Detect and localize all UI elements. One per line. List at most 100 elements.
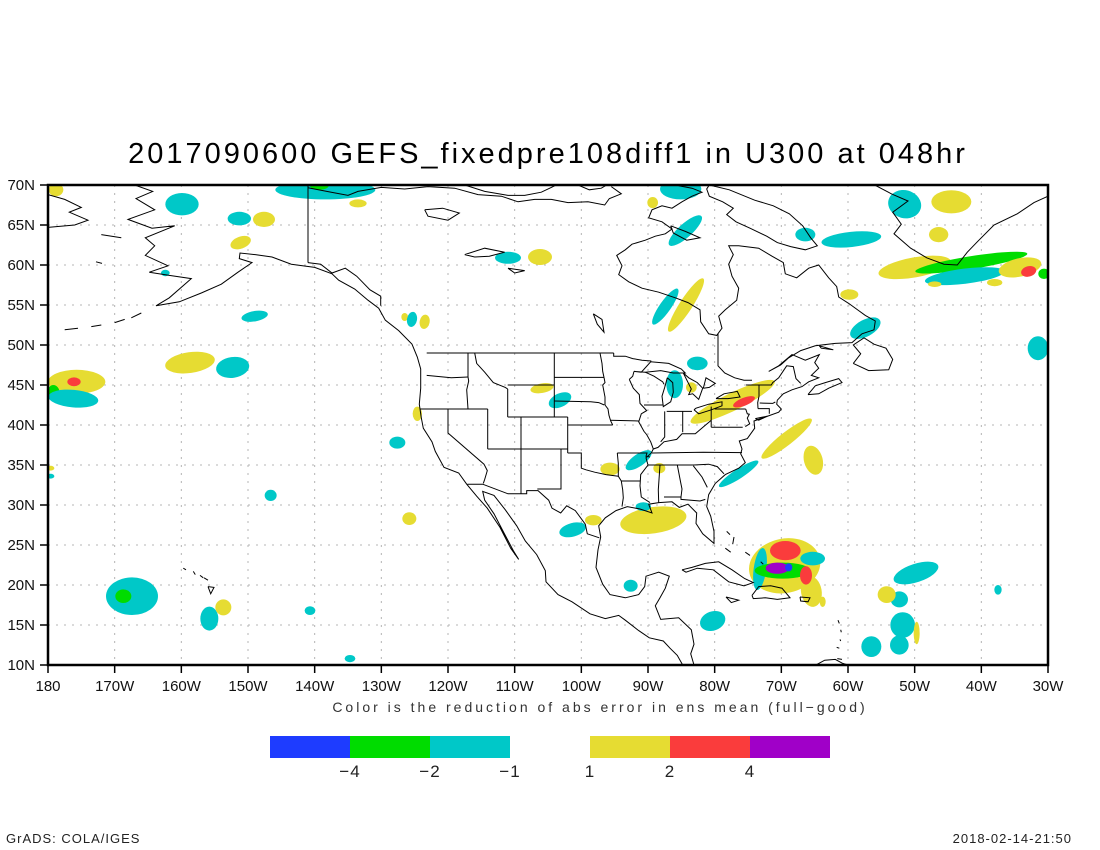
anomaly-region: [687, 356, 708, 371]
anomaly-region: [200, 606, 219, 631]
anomaly-region: [765, 562, 789, 574]
colorbar-tick-label: −2: [419, 762, 441, 781]
coastline-path: [48, 194, 90, 228]
lon-tick-label: 40W: [966, 678, 998, 695]
anomaly-region: [165, 351, 215, 374]
anomaly-region: [861, 636, 882, 657]
lon-tick-label: 80W: [699, 678, 731, 695]
lon-tick-label: 90W: [633, 678, 665, 695]
anomaly-region: [548, 392, 572, 409]
anomaly-region: [241, 310, 268, 322]
anomaly-region: [275, 185, 376, 200]
anomaly-region: [652, 288, 679, 325]
anomaly-region: [840, 289, 859, 300]
anomaly-region: [216, 356, 250, 378]
coastline-path: [464, 185, 557, 196]
anomaly-region: [623, 579, 638, 592]
coastline-path: [599, 352, 605, 378]
anomaly-region: [1027, 336, 1048, 361]
lon-tick-label: 150W: [228, 678, 268, 695]
coastline-path: [604, 404, 614, 426]
colorbar-segment: [430, 736, 510, 758]
anomaly-region: [530, 383, 554, 394]
coastline-path: [91, 324, 102, 328]
anomaly-region: [761, 418, 812, 459]
coastline-path: [592, 313, 605, 334]
coastline-path: [693, 401, 723, 415]
coastline-path: [466, 353, 470, 410]
colorbar-positive: [590, 736, 830, 758]
coastline-path: [602, 377, 606, 405]
coastline-path: [307, 186, 623, 206]
anomaly-region: [402, 512, 417, 525]
coastline-path: [818, 345, 834, 351]
colorbar-tick-label: −4: [339, 762, 361, 781]
anomaly-region: [666, 370, 684, 399]
lon-tick-label: 70W: [766, 678, 798, 695]
anomaly-region: [495, 251, 521, 264]
coastline-path: [628, 371, 635, 380]
coastline-path: [745, 408, 751, 428]
coastline-path: [807, 378, 843, 396]
lon-tick-label: 120W: [428, 678, 468, 695]
anomaly-region: [600, 462, 620, 476]
lat-tick-label: 25N: [7, 537, 35, 554]
coastline-path: [126, 185, 684, 665]
anomaly-region: [230, 235, 251, 250]
coastline-path: [131, 312, 142, 319]
coastline-path: [447, 409, 488, 484]
lat-tick-label: 70N: [7, 177, 35, 194]
grads-credit: GrADS: COLA/IGES: [6, 831, 141, 846]
anomaly-region: [115, 589, 132, 603]
lat-tick-label: 60N: [7, 257, 35, 274]
coastline-path: [725, 547, 731, 553]
lat-tick-label: 50N: [7, 337, 35, 354]
anomaly-region: [48, 389, 99, 408]
lat-tick-label: 30N: [7, 497, 35, 514]
coastline-path: [759, 401, 776, 404]
anomaly-region: [878, 255, 951, 280]
coastline-path: [661, 377, 674, 408]
anomaly-region: [647, 197, 659, 209]
coastline-path: [758, 408, 770, 414]
coastline-path: [725, 596, 741, 604]
anomaly-region: [264, 489, 277, 501]
lat-tick-label: 65N: [7, 217, 35, 234]
anomaly-region: [987, 279, 1003, 287]
anomaly-region: [344, 655, 356, 663]
coastline-path: [537, 449, 562, 490]
anomaly-region: [528, 249, 552, 265]
coastline-path: [617, 452, 651, 458]
anomaly-region: [924, 267, 1005, 286]
colorbar-tick-label: 1: [584, 762, 596, 781]
anomaly-region: [660, 185, 702, 200]
coastline-path: [681, 561, 755, 587]
coastline-path: [464, 247, 505, 258]
coastline-path: [837, 658, 843, 660]
coastline-path: [660, 411, 666, 443]
anomaly-region: [227, 211, 251, 226]
coastline-path: [653, 419, 712, 450]
anomaly-region: [412, 406, 423, 421]
anomaly-region: [994, 585, 1002, 595]
anomaly-region: [733, 396, 755, 408]
colorbar-tick-label: 2: [664, 762, 676, 781]
lat-tick-label: 10N: [7, 657, 35, 674]
anomaly-region: [819, 596, 826, 607]
plot-title: 2017090600 GEFS_fixedpre108diff1 in U300…: [128, 138, 968, 170]
anomaly-region: [620, 506, 687, 535]
map-canvas: 70N65N60N55N50N45N40N35N30N25N20N15N10N1…: [7, 177, 1064, 695]
anomaly-region: [406, 311, 418, 327]
coastline-path: [628, 379, 654, 504]
coastline-path: [836, 646, 840, 649]
anomaly-region: [401, 313, 408, 321]
anomaly-region: [106, 577, 158, 615]
coastline-path: [424, 207, 461, 221]
anomaly-region: [770, 541, 801, 561]
coastline-path: [693, 463, 725, 475]
anomaly-region: [800, 566, 812, 585]
lon-tick-label: 100W: [562, 678, 602, 695]
lon-tick-label: 60W: [833, 678, 865, 695]
coastline-path: [839, 639, 842, 642]
